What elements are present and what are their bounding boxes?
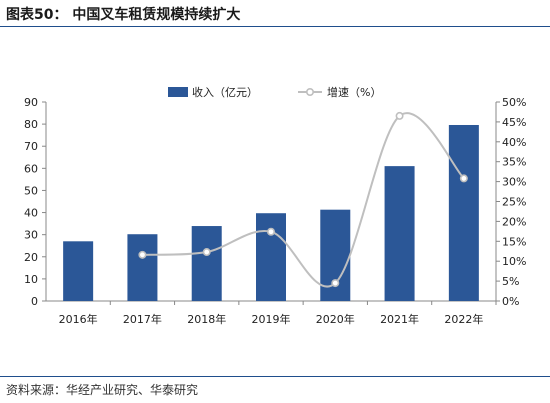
bars xyxy=(63,124,479,302)
growth-line xyxy=(138,111,468,288)
legend-bar-label: 收入（亿元） xyxy=(192,85,258,99)
bar xyxy=(191,226,222,301)
legend-bar-swatch xyxy=(168,87,188,97)
chart-svg: 0 10 20 30 40 50 60 70 80 90 0% 5% 10% 15% 20% 25% 30% 35… xyxy=(24,85,526,326)
growth-point xyxy=(331,279,340,288)
y-tick-label: 40 xyxy=(24,207,38,220)
y-tick-label: 60 xyxy=(24,162,38,175)
y2-tick-label: 40% xyxy=(502,136,526,149)
source-note: 资料来源：华经产业研究、华泰研究 xyxy=(6,383,199,397)
x-tick-label: 2018年 xyxy=(187,312,226,326)
bar xyxy=(127,234,158,301)
growth-point xyxy=(266,227,275,236)
bar xyxy=(256,213,286,301)
bar xyxy=(63,241,94,301)
y-tick-label: 90 xyxy=(24,96,38,109)
y-tick-label: 50 xyxy=(24,184,38,197)
legend: 收入（亿元） 增速（%） xyxy=(168,85,381,99)
bar xyxy=(384,166,415,301)
y2-tick-label: 15% xyxy=(502,235,526,248)
bar xyxy=(448,124,479,302)
x-tick-label: 2017年 xyxy=(123,312,162,326)
y-tick-label: 10 xyxy=(24,273,38,286)
y2-tick-label: 20% xyxy=(502,215,526,228)
legend-line-label: 增速（%） xyxy=(327,85,381,99)
y-tick-label: 20 xyxy=(24,251,38,264)
y2-tick-label: 0% xyxy=(502,295,519,308)
y2-tick-label: 50% xyxy=(502,96,526,109)
chart-title: 图表50： 中国叉车租赁规模持续扩大 xyxy=(6,7,241,23)
y2-tick-label: 35% xyxy=(502,156,526,169)
source-divider xyxy=(0,376,550,377)
growth-point xyxy=(202,248,211,257)
x-tick-label: 2019年 xyxy=(252,312,291,326)
y-tick-label: 0 xyxy=(31,295,38,308)
growth-point xyxy=(459,174,468,183)
x-tick-label: 2021年 xyxy=(380,312,419,326)
growth-point xyxy=(138,250,147,259)
y2-tick-label: 10% xyxy=(502,255,526,268)
tick-labels: 0 10 20 30 40 50 60 70 80 90 0% 5% 10% 15% 20% 25% 30% 35… xyxy=(24,96,526,326)
y-tick-label: 80 xyxy=(24,118,38,131)
y-tick-label: 70 xyxy=(24,140,38,153)
x-tick-label: 2020年 xyxy=(316,312,355,326)
legend-line-marker xyxy=(305,88,314,97)
growth-point xyxy=(395,111,404,120)
x-tick-label: 2022年 xyxy=(444,312,483,326)
x-tick-label: 2016年 xyxy=(59,312,98,326)
y2-tick-label: 25% xyxy=(502,196,526,209)
y2-tick-label: 45% xyxy=(502,116,526,129)
y2-tick-label: 5% xyxy=(502,275,519,288)
title-divider xyxy=(0,26,550,27)
growth-line-path xyxy=(142,112,465,288)
y2-tick-label: 30% xyxy=(502,176,526,189)
y-tick-label: 30 xyxy=(24,229,38,242)
